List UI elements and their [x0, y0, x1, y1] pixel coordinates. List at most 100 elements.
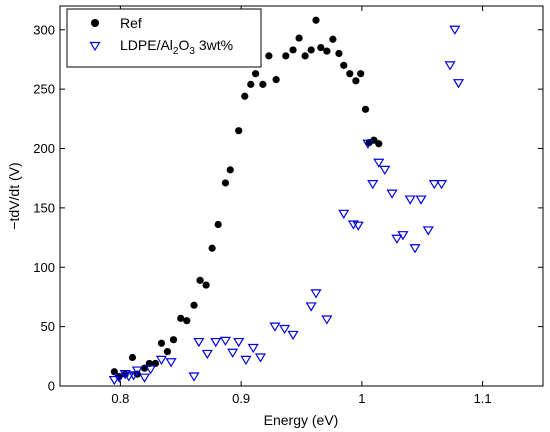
plot-frame	[59, 5, 544, 387]
data-point-ldpe	[227, 348, 239, 358]
data-point-ldpe	[145, 365, 157, 375]
data-point-ref	[226, 166, 234, 174]
data-point-ldpe	[397, 231, 409, 241]
data-point-ref	[357, 70, 365, 78]
data-point-ref	[312, 16, 320, 24]
data-point-ref	[110, 368, 118, 376]
data-point-ldpe	[123, 372, 135, 382]
data-point-ldpe	[201, 349, 213, 360]
data-point-ref	[235, 127, 243, 135]
y-tick-label: 100	[33, 260, 55, 275]
data-point-ref	[329, 35, 337, 43]
data-point-ldpe	[362, 139, 374, 149]
data-point-ldpe	[269, 322, 281, 332]
x-axis-label: Energy (eV)	[264, 412, 339, 428]
data-point-ldpe	[415, 195, 427, 205]
data-point-ldpe	[321, 315, 333, 325]
data-point-ref	[340, 61, 348, 69]
data-point-ldpe	[436, 180, 448, 190]
data-point-ldpe	[193, 337, 205, 348]
data-point-ref	[352, 77, 360, 85]
plot-marks	[108, 16, 465, 386]
data-point-ref	[241, 92, 249, 100]
data-point-ldpe	[338, 209, 350, 219]
data-point-ref	[252, 70, 260, 78]
y-tick-label: 0	[48, 379, 55, 394]
y-tick-label: 200	[33, 141, 55, 156]
legend: Ref LDPE/Al2O3 3wt%	[66, 8, 262, 68]
data-point-ref	[202, 281, 210, 289]
data-point-ref	[196, 276, 204, 284]
legend-marker-ref	[91, 19, 99, 27]
legend-label-ldpe-part1: LDPE/Al	[120, 37, 173, 53]
data-point-ref	[221, 179, 230, 187]
data-point-ref	[289, 46, 297, 54]
data-point-ref	[335, 49, 343, 58]
data-point-ref	[259, 80, 267, 88]
data-point-ldpe	[409, 244, 421, 254]
data-point-ref	[183, 317, 191, 325]
data-point-ref	[169, 336, 178, 344]
data-point-ref	[265, 52, 273, 60]
data-point-ref	[208, 244, 216, 252]
x-tick-label: 0.8	[111, 391, 129, 406]
data-point-ldpe	[219, 336, 231, 347]
data-point-ldpe	[240, 355, 252, 366]
data-point-ref	[307, 46, 315, 54]
data-point-ldpe	[233, 337, 245, 348]
data-point-ldpe	[119, 370, 131, 380]
data-point-ref	[282, 52, 290, 60]
data-point-ldpe	[165, 358, 177, 368]
data-point-ldpe	[386, 189, 398, 199]
legend-label-ldpe-part3: 3wt%	[195, 37, 233, 53]
data-point-ref	[323, 47, 331, 55]
data-point-ref	[375, 140, 383, 148]
data-point-ldpe	[210, 337, 222, 348]
legend-label-ldpe-part2: O	[178, 37, 189, 53]
x-axis: 0.8 0.9 1 1.1	[111, 6, 492, 406]
data-point-ref	[301, 52, 309, 60]
data-point-ldpe	[452, 79, 465, 89]
data-point-ldpe	[352, 221, 364, 231]
data-point-ldpe	[138, 373, 151, 383]
y-tick-label: 300	[33, 22, 55, 37]
data-point-ref	[295, 34, 303, 42]
y-tick-label: 150	[33, 200, 55, 215]
legend-marker-ldpe	[89, 41, 101, 52]
data-point-ref	[361, 105, 370, 113]
data-point-ref	[128, 353, 137, 362]
data-point-ref	[177, 314, 185, 322]
data-point-ldpe	[391, 234, 403, 244]
y-tick-label: 250	[33, 82, 55, 97]
legend-label-ref: Ref	[120, 15, 142, 31]
legend-label-ldpe-sub2: 3	[189, 46, 195, 57]
data-point-ldpe	[379, 165, 391, 176]
data-point-ldpe	[108, 375, 120, 386]
series-ldpe	[108, 25, 465, 386]
data-point-ldpe	[449, 25, 461, 35]
data-point-ldpe	[444, 61, 456, 71]
data-point-ldpe	[131, 366, 143, 376]
y-axis-label: −tdV/dt (V)	[6, 162, 22, 229]
data-point-ref	[145, 359, 153, 368]
data-point-ldpe	[367, 180, 379, 190]
data-point-ldpe	[287, 330, 299, 341]
data-point-ldpe	[305, 302, 317, 312]
data-point-ldpe	[254, 353, 267, 363]
data-point-ref	[272, 76, 280, 84]
data-point-ref	[214, 220, 222, 229]
data-point-ref	[190, 301, 198, 309]
data-point-ref	[151, 359, 159, 368]
x-tick-label: 0.9	[232, 391, 250, 406]
y-axis: 0 50 100 150 200 250 300	[33, 22, 543, 394]
data-point-ldpe	[310, 289, 322, 299]
data-point-ref	[346, 70, 354, 78]
data-point-ldpe	[113, 373, 125, 383]
data-point-ldpe	[404, 195, 416, 205]
data-point-ref	[317, 43, 325, 52]
legend-box	[66, 8, 262, 68]
data-point-ldpe	[155, 355, 167, 366]
data-point-ref	[157, 339, 166, 347]
